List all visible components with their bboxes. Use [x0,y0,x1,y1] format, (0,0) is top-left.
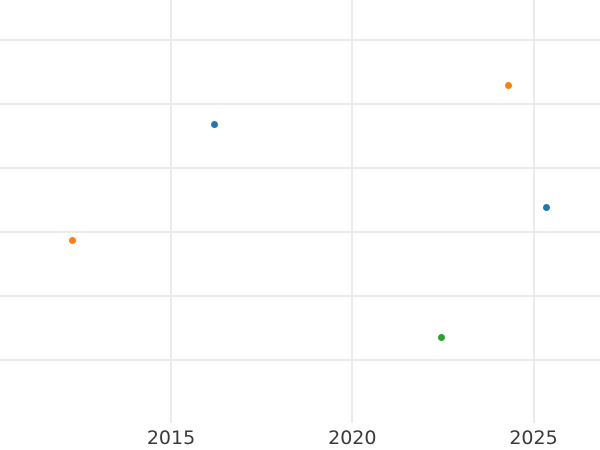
gridline-vertical [351,0,354,423]
gridline-horizontal [0,295,600,297]
x-tick-label: 2025 [509,427,558,449]
gridline-vertical [532,0,535,423]
data-point-orange [504,81,512,89]
x-tick-label: 2015 [146,427,196,449]
gridline-horizontal [0,39,600,41]
x-tick-label: 2020 [328,427,377,449]
data-point-orange [68,236,76,244]
gridline-horizontal [0,103,600,105]
gridline-horizontal [0,231,600,233]
data-point-blue [542,203,550,211]
data-point-green [437,333,445,341]
gridline-horizontal [0,167,600,169]
gridline-horizontal [0,359,600,361]
data-point-blue [210,120,218,128]
gridline-vertical [170,0,172,423]
